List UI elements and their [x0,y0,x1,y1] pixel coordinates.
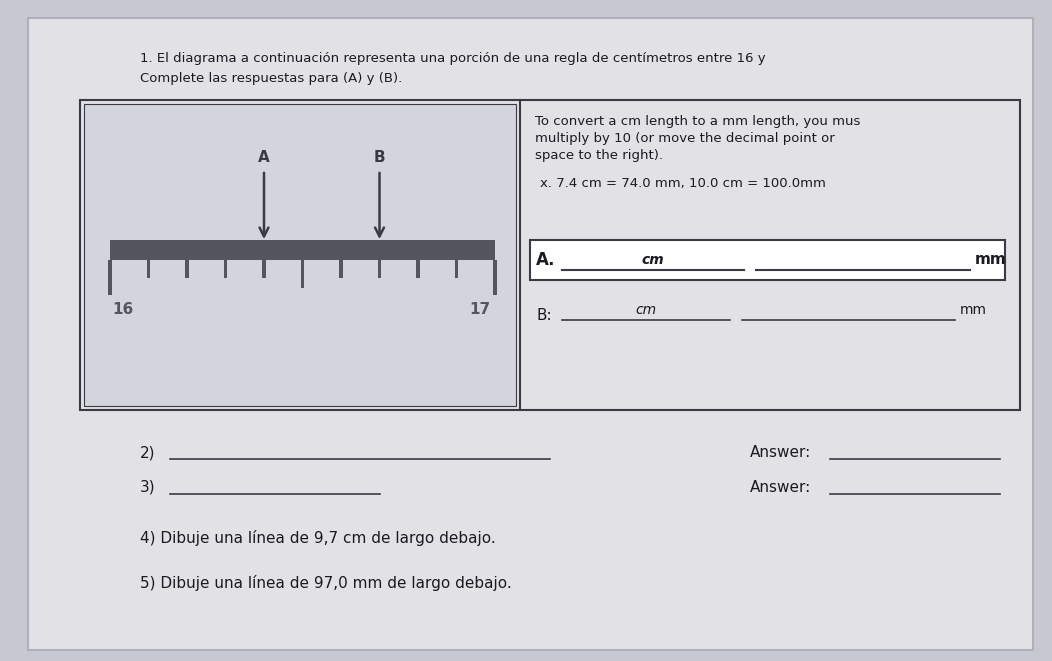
Text: mm: mm [975,252,1007,267]
Text: 3): 3) [140,480,156,495]
Bar [80,100,1020,410]
Text: Complete las respuestas para (A) y (B).: Complete las respuestas para (A) y (B). [140,72,402,85]
Text: B: B [373,150,385,165]
Text: B:: B: [537,307,551,323]
Text: 16: 16 [112,302,134,317]
Text: To convert a cm length to a mm length, you mus: To convert a cm length to a mm length, y… [535,115,861,128]
Text: 2): 2) [140,445,156,460]
Text: x. 7.4 cm = 74.0 mm, 10.0 cm = 100.0mm: x. 7.4 cm = 74.0 mm, 10.0 cm = 100.0mm [540,177,826,190]
Bar [378,260,381,278]
Bar [339,260,343,278]
Text: cm: cm [635,303,656,317]
Text: multiply by 10 (or move the decimal point or: multiply by 10 (or move the decimal poin… [535,132,834,145]
Bar [110,240,495,260]
Text: mm: mm [960,303,987,317]
Bar [185,260,188,278]
Text: cm: cm [642,253,664,267]
Text: 1. El diagrama a continuación representa una porción de una regla de centímetros: 1. El diagrama a continuación representa… [140,52,766,65]
Text: A: A [258,150,270,165]
Bar [108,260,112,295]
Text: space to the right).: space to the right). [535,149,663,162]
Text: A.: A. [537,251,555,269]
Bar [493,260,497,295]
Text: Answer:: Answer: [750,445,811,460]
Text: Answer:: Answer: [750,480,811,495]
Bar [530,240,1005,280]
Bar [146,260,150,278]
Bar [84,104,515,406]
Text: 5) Dibuje una línea de 97,0 mm de largo debajo.: 5) Dibuje una línea de 97,0 mm de largo … [140,575,511,591]
Bar [224,260,227,278]
Bar [454,260,459,278]
Text: 17: 17 [469,302,490,317]
Bar [301,260,304,288]
Bar [417,260,420,278]
Bar [262,260,266,278]
Text: 4) Dibuje una línea de 9,7 cm de largo debajo.: 4) Dibuje una línea de 9,7 cm de largo d… [140,530,495,546]
